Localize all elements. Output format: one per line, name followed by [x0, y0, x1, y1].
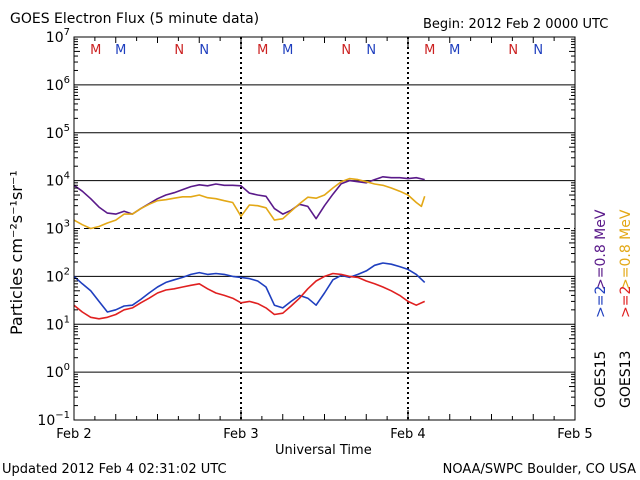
mn-marker: M — [449, 43, 460, 58]
begin-timestamp: Begin: 2012 Feb 2 0000 UTC — [423, 17, 608, 32]
mn-marker: N — [533, 43, 543, 58]
mn-marker: N — [199, 43, 209, 58]
legend-goes15-2: >=2 — [593, 286, 609, 318]
axis-ticks — [73, 37, 576, 420]
mn-marker: M — [424, 43, 435, 58]
y-tick-label: 103 — [46, 219, 70, 238]
mn-marker: N — [508, 43, 518, 58]
legend-goes13-08: >=0.8 MeV — [618, 209, 634, 290]
mn-marker: N — [366, 43, 376, 58]
updated-timestamp: Updated 2012 Feb 4 02:31:02 UTC — [2, 462, 227, 477]
chart-title: GOES Electron Flux (5 minute data) — [10, 11, 259, 27]
credit-text: NOAA/SWPC Boulder, CO USA — [443, 462, 636, 477]
x-tick-label: Feb 5 — [557, 427, 592, 442]
series-line-goes13-2 — [73, 272, 426, 320]
mn-marker: N — [174, 43, 184, 58]
series-line-goes15-2 — [73, 262, 426, 313]
mn-marker: M — [115, 43, 126, 58]
series-line-goes13-08 — [73, 177, 426, 230]
x-tick-label: Feb 2 — [56, 427, 91, 442]
y-axis-label: Particles cm⁻²s⁻¹sr⁻¹ — [7, 170, 26, 335]
y-tick-label: 101 — [46, 314, 70, 333]
legend-goes15-08: >=0.8 MeV — [593, 209, 609, 290]
y-tick-label: 106 — [46, 75, 70, 94]
mn-marker: M — [282, 43, 293, 58]
legend-goes13-2: >=2 — [618, 286, 634, 318]
y-tick-label: 100 — [46, 362, 70, 381]
mn-marker: N — [341, 43, 351, 58]
legend-goes13: GOES13 — [618, 351, 634, 408]
mn-marker: M — [90, 43, 101, 58]
y-tick-labels: 107 106 105 104 103 102 101 100 10−1 — [37, 27, 70, 429]
y-tick-label: 10−1 — [37, 410, 70, 429]
grid-lines — [74, 84, 575, 373]
y-tick-label: 105 — [46, 123, 70, 142]
y-tick-label: 107 — [46, 27, 70, 46]
x-tick-label: Feb 3 — [223, 427, 258, 442]
y-tick-label: 102 — [46, 266, 70, 285]
legend: >=0.8 MeV >=0.8 MeV >=2 >=2 GOES15 GOES1… — [593, 209, 634, 408]
x-tick-label: Feb 4 — [390, 427, 425, 442]
y-tick-label: 104 — [46, 171, 70, 190]
x-axis-label: Universal Time — [275, 443, 372, 458]
mn-marker: M — [257, 43, 268, 58]
day-boundary-lines — [240, 37, 409, 420]
data-series — [73, 176, 426, 320]
x-tick-labels: Feb 2 Feb 3 Feb 4 Feb 5 — [56, 427, 592, 442]
legend-goes15: GOES15 — [593, 351, 609, 408]
